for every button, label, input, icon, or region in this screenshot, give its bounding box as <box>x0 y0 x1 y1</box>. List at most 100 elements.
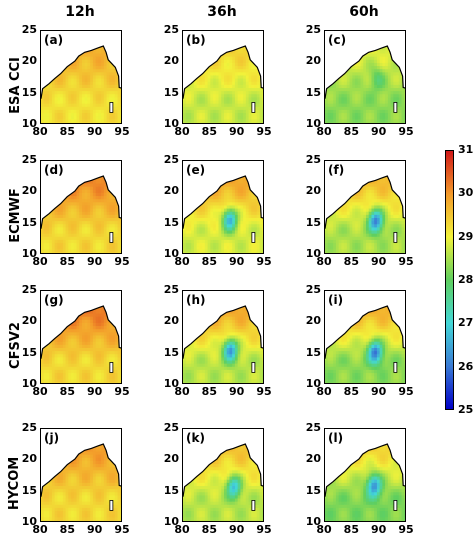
sst-cell <box>379 103 383 107</box>
sst-cell <box>101 56 105 60</box>
sst-cell <box>355 201 359 206</box>
sst-cell <box>243 62 247 67</box>
sst-cell <box>87 115 91 120</box>
sst-cell <box>224 93 228 98</box>
sst-cell <box>82 62 86 67</box>
sst-cell <box>226 223 231 228</box>
sst-cell <box>82 201 86 206</box>
sst-cell <box>248 68 252 73</box>
sst-cell <box>188 106 192 110</box>
sst-cell <box>240 118 244 123</box>
sst-cell <box>95 179 99 184</box>
sst-cell <box>60 236 64 240</box>
sst-cell <box>68 211 72 215</box>
sst-cell <box>232 115 236 120</box>
x-tick-label: 85 <box>59 125 75 138</box>
sst-cell <box>98 176 102 181</box>
sst-cell <box>349 90 353 95</box>
sst-cell <box>240 81 244 85</box>
sst-cell <box>106 214 110 218</box>
sst-cell <box>114 236 119 240</box>
sst-cell <box>232 93 236 98</box>
sst-cell <box>103 62 108 67</box>
sst-cell <box>234 115 239 120</box>
sst-cell <box>371 112 375 117</box>
sst-cell <box>218 81 222 85</box>
sst-cell <box>382 103 386 107</box>
sst-cell <box>57 74 61 79</box>
sst-cell <box>398 103 403 107</box>
sst-cell <box>117 106 121 110</box>
sst-cell <box>344 74 348 79</box>
sst-cell <box>229 214 233 218</box>
sst-cell <box>213 106 217 110</box>
sst-cell <box>51 103 56 107</box>
sst-cell <box>95 93 99 98</box>
sst-cell <box>360 186 364 190</box>
sst-cell <box>393 93 397 98</box>
sst-cell <box>262 233 263 237</box>
sst-cell <box>401 106 405 110</box>
sst-cell <box>95 220 99 225</box>
sst-cell <box>101 220 105 225</box>
sst-cell <box>251 211 255 215</box>
sst-cell <box>371 74 375 79</box>
sst-cell <box>229 233 233 237</box>
sst-cell <box>325 103 329 107</box>
sst-cell <box>218 201 222 206</box>
sst-cell <box>385 115 389 120</box>
sst-cell <box>221 112 225 117</box>
sst-cell <box>103 78 108 82</box>
sst-cell <box>73 62 78 67</box>
sst-cell <box>41 118 45 123</box>
sst-cell <box>234 204 239 209</box>
sst-cell <box>101 59 105 63</box>
sst-cell <box>232 233 236 237</box>
sst-cell <box>224 211 228 215</box>
sst-cell <box>387 81 392 85</box>
sst-cell <box>248 59 252 63</box>
sst-cell <box>95 106 99 110</box>
sst-cell <box>62 239 67 244</box>
sst-cell <box>333 87 337 92</box>
sst-cell <box>62 118 67 123</box>
sst-cell <box>117 109 121 114</box>
sst-cell <box>232 109 236 114</box>
sst-cell <box>226 109 231 114</box>
sst-cell <box>330 112 334 117</box>
sst-cell <box>202 87 206 92</box>
sst-cell <box>106 217 110 222</box>
sst-cell <box>60 81 64 85</box>
sst-cell <box>191 103 195 107</box>
sst-cell <box>199 90 203 95</box>
sst-cell <box>73 68 78 73</box>
sst-cell <box>221 109 225 114</box>
sst-cell <box>240 201 244 206</box>
sst-cell <box>185 93 190 98</box>
sst-cell <box>396 93 400 98</box>
sst-cell <box>251 214 255 218</box>
sst-cell <box>49 226 53 231</box>
sst-cell <box>344 90 348 95</box>
sst-cell <box>79 208 83 212</box>
sst-cell <box>188 223 192 228</box>
sst-cell <box>185 245 190 250</box>
sst-cell <box>243 68 247 73</box>
sst-cell <box>49 242 53 247</box>
sst-cell <box>259 118 263 123</box>
sst-cell <box>349 201 353 206</box>
sst-cell <box>199 229 203 234</box>
sst-cell <box>57 220 61 225</box>
sst-cell <box>237 198 241 203</box>
sst-cell <box>385 65 389 70</box>
sst-cell <box>202 223 206 228</box>
sst-cell <box>106 59 110 63</box>
sst-cell <box>344 229 348 234</box>
sst-cell <box>41 103 45 107</box>
sst-cell <box>60 217 64 222</box>
sst-cell <box>224 229 228 234</box>
sst-cell <box>49 115 53 120</box>
sst-cell <box>243 49 247 54</box>
sst-cell <box>248 90 252 95</box>
sst-cell <box>98 62 102 67</box>
